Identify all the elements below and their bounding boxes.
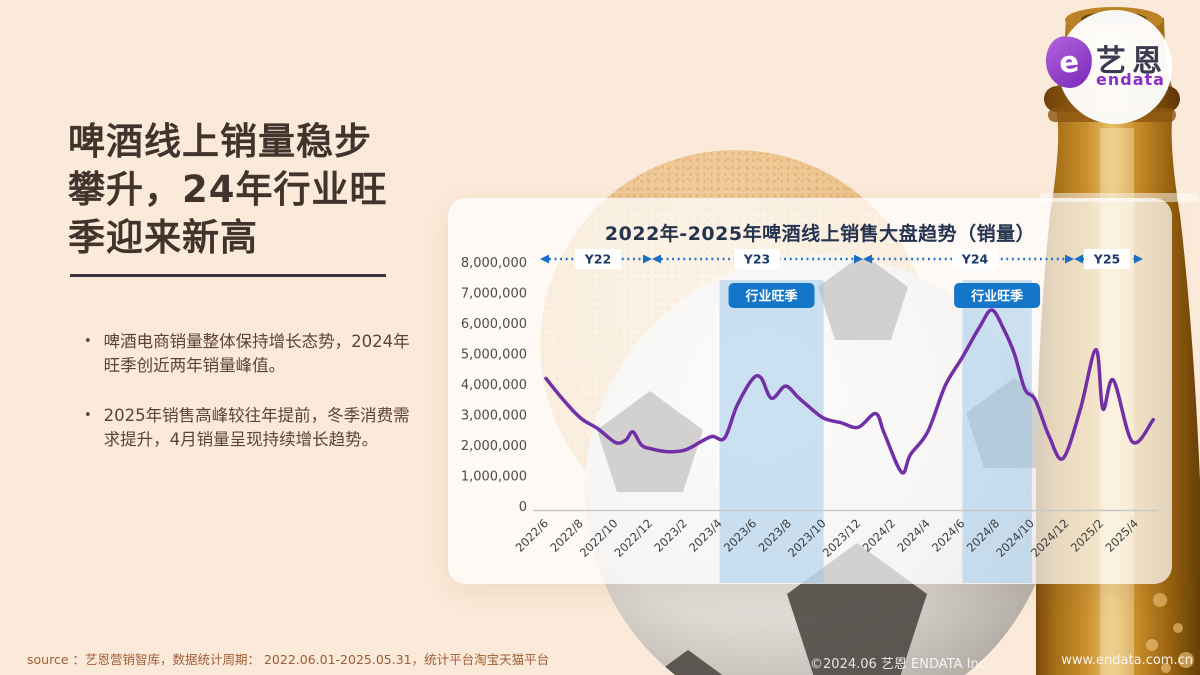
source-note: source ：艺恩营销智库，数据统计周期： 2022.06.01-2025.0… (27, 652, 550, 667)
insight-bullet-list: • 啤酒电商销量整体保持增长态势，2024年旺季创近两年销量峰值。 • 2025… (84, 330, 420, 478)
brand-name-cn: 艺恩 (1096, 44, 1168, 79)
chart-title: 2022年-2025年啤酒线上销售大盘趋势（销量） (604, 223, 1036, 245)
logo-letter: e (1057, 44, 1081, 80)
page-title: 啤酒线上销量稳步 攀升，24年行业旺 季迎来新高 (68, 118, 428, 262)
bullet-icon: • (84, 408, 92, 423)
page-title-line-2: 攀升，24年行业旺 (68, 168, 388, 211)
title-underline (70, 274, 386, 277)
copyright-text: ©2024.06 艺恩 ENDATA Inc. (810, 657, 990, 672)
website-url: www.endata.com.cn (1061, 653, 1193, 668)
bullet-icon: • (84, 334, 92, 349)
list-item: • 2025年销售高峰较往年提前，冬季消费需求提升，4月销量呈现持续增长趋势。 (84, 404, 420, 452)
page-title-line-3: 季迎来新高 (68, 216, 258, 259)
bullet-text: 2025年销售高峰较往年提前，冬季消费需求提升，4月销量呈现持续增长趋势。 (103, 406, 410, 449)
brand-name-en: endata (1096, 70, 1165, 89)
page-title-line-1: 啤酒线上销量稳步 (68, 120, 372, 163)
list-item: • 啤酒电商销量整体保持增长态势，2024年旺季创近两年销量峰值。 (84, 330, 420, 378)
chart-card (448, 198, 1172, 584)
bullet-text: 啤酒电商销量整体保持增长态势，2024年旺季创近两年销量峰值。 (103, 332, 410, 375)
